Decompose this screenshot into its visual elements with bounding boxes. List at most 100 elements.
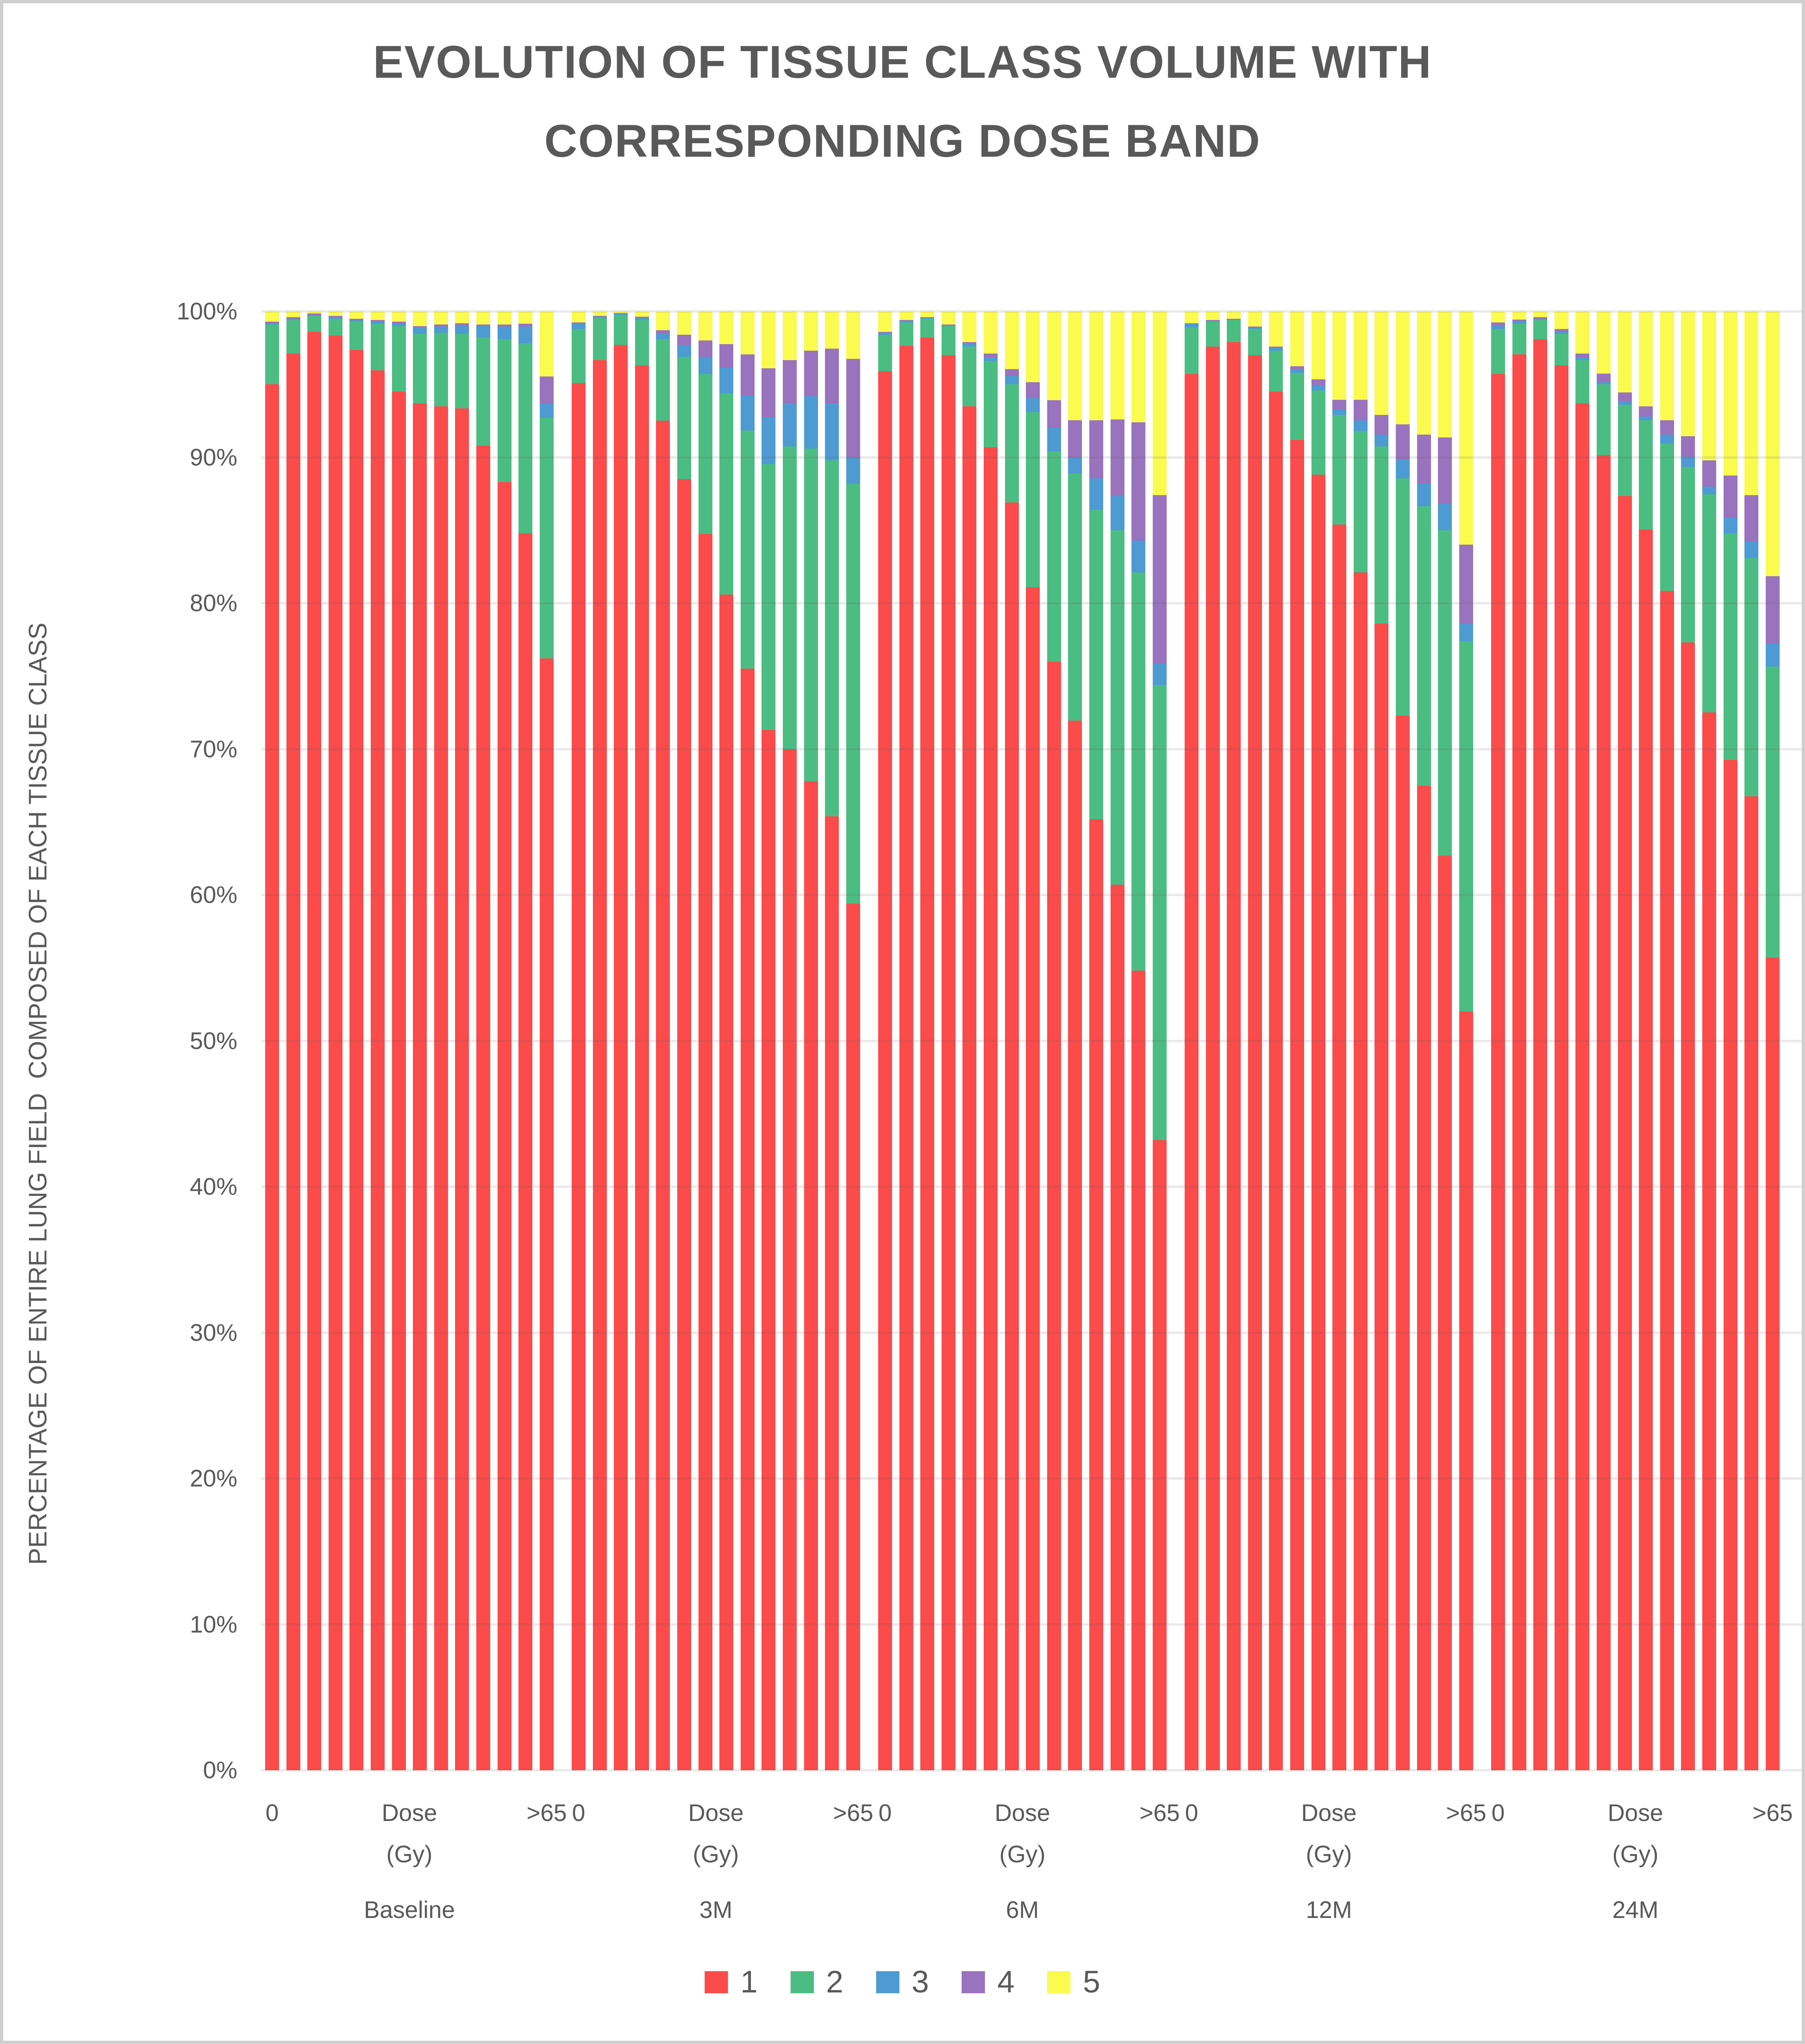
bar-segment-class-1 — [1660, 590, 1674, 1770]
bar-segment-class-5 — [1311, 311, 1325, 379]
stacked-bar — [762, 311, 776, 1770]
group-label-3M: 3M — [699, 1897, 732, 1923]
bar-segment-class-5 — [677, 311, 692, 335]
bar-segment-class-1 — [984, 447, 998, 1770]
bar-segment-class-4 — [1417, 435, 1431, 484]
bar-segment-class-4 — [962, 342, 977, 344]
bar-segment-class-2 — [1575, 360, 1590, 403]
stacked-bar — [614, 311, 628, 1770]
bar-segment-class-3 — [286, 318, 300, 320]
stacked-bar — [1110, 311, 1124, 1770]
bar-segment-class-4 — [984, 354, 998, 358]
bar-segment-class-2 — [328, 318, 343, 336]
bar-segment-class-1 — [1026, 587, 1040, 1770]
legend-item-5: 5 — [1047, 1964, 1100, 2000]
bar-segment-class-3 — [783, 403, 797, 446]
bar-segment-class-5 — [1375, 311, 1389, 415]
bar-segment-class-3 — [1110, 495, 1124, 530]
bars-row — [261, 311, 1802, 1770]
bar-segment-class-5 — [1554, 311, 1568, 329]
bar-segment-class-1 — [476, 445, 491, 1770]
bar-segment-class-2 — [1110, 530, 1124, 885]
y-tick-label: 70% — [189, 736, 237, 762]
bar-segment-class-1 — [1206, 346, 1220, 1770]
stacked-bar — [1152, 311, 1167, 1770]
bar-segment-class-5 — [476, 311, 491, 325]
stacked-bar — [1554, 311, 1568, 1770]
bar-segment-class-4 — [1765, 576, 1780, 644]
bar-segment-class-1 — [1765, 958, 1780, 1770]
y-tick-label: 40% — [189, 1173, 237, 1200]
bar-segment-class-3 — [614, 313, 628, 315]
y-tick-label: 10% — [189, 1611, 237, 1638]
bar-segment-class-1 — [1185, 374, 1199, 1770]
bar-segment-class-3 — [920, 318, 935, 319]
chart-title: EVOLUTION OF TISSUE CLASS VOLUME WITH CO… — [373, 36, 1432, 167]
bar-segment-class-3 — [1533, 318, 1548, 320]
bar-segment-class-4 — [1533, 317, 1548, 319]
bar-segment-class-5 — [539, 311, 554, 376]
bar-segment-class-2 — [518, 343, 533, 533]
gridline — [261, 602, 1802, 604]
stacked-bar — [1438, 311, 1452, 1770]
group-label-6M: 6M — [1006, 1897, 1039, 1923]
bar-segment-class-4 — [1311, 379, 1325, 386]
bar-segment-class-1 — [307, 331, 322, 1770]
bar-segment-class-5 — [1005, 311, 1019, 369]
bar-segment-class-5 — [962, 311, 977, 342]
x-tick-dose-unit: (Gy) — [1612, 1841, 1659, 1868]
bar-segment-class-2 — [804, 448, 818, 781]
bar-segment-class-3 — [1375, 435, 1389, 446]
x-tick-last: >65 — [833, 1800, 874, 1826]
bar-segment-class-2 — [1068, 473, 1082, 721]
y-tick-label: 90% — [189, 444, 237, 471]
bar-segment-class-2 — [1765, 667, 1780, 958]
bar-segment-class-3 — [719, 367, 734, 393]
bar-segment-class-2 — [1533, 320, 1548, 339]
bar-segment-class-3 — [307, 315, 322, 316]
group-label-Baseline: Baseline — [364, 1897, 455, 1923]
bar-segment-class-1 — [1597, 455, 1611, 1770]
x-tick-dose-unit: (Gy) — [693, 1841, 739, 1868]
bar-segment-class-3 — [635, 318, 649, 320]
bar-segment-class-4 — [1131, 422, 1146, 541]
bar-segment-class-3 — [1744, 542, 1759, 558]
bar-segment-class-3 — [1618, 402, 1632, 405]
bar-segment-class-3 — [899, 321, 913, 322]
bar-segment-class-1 — [899, 345, 913, 1770]
bar-segment-class-2 — [1554, 334, 1568, 365]
bar-segment-class-1 — [1533, 339, 1548, 1770]
bar-segment-class-5 — [1417, 311, 1431, 435]
bar-segment-class-3 — [1290, 369, 1305, 373]
bar-segment-class-3 — [413, 327, 427, 334]
stacked-bar — [1026, 311, 1040, 1770]
bar-segment-class-1 — [1417, 785, 1431, 1770]
bar-segment-class-3 — [1206, 321, 1220, 322]
x-tick-first: 0 — [1491, 1800, 1505, 1826]
bar-segment-class-1 — [783, 749, 797, 1770]
bar-segment-class-1 — [1332, 524, 1347, 1770]
stacked-bar — [1660, 311, 1674, 1770]
bar-segment-class-4 — [1005, 369, 1019, 376]
bar-segment-class-5 — [1290, 311, 1305, 366]
bar-segment-class-3 — [1311, 385, 1325, 390]
gridline — [261, 1039, 1802, 1042]
x-tick-last: >65 — [1446, 1800, 1487, 1826]
y-tick-label: 30% — [189, 1319, 237, 1346]
bar-segment-class-3 — [1554, 331, 1568, 334]
bar-segment-class-1 — [265, 384, 279, 1770]
bar-segment-class-1 — [349, 350, 364, 1770]
stacked-bar — [1206, 311, 1220, 1770]
bar-segment-class-5 — [349, 311, 364, 319]
bar-segment-class-2 — [1047, 451, 1061, 662]
legend: 1 2 3 4 5 — [3, 1964, 1802, 2000]
bar-segment-class-1 — [1491, 374, 1505, 1770]
bar-segment-class-5 — [719, 311, 734, 345]
bar-segment-class-2 — [1089, 509, 1104, 819]
stacked-bar — [1375, 311, 1389, 1770]
stacked-bar — [1723, 311, 1737, 1770]
bar-segment-class-4 — [1269, 346, 1283, 348]
bar-segment-class-1 — [328, 335, 343, 1770]
stacked-bar — [1396, 311, 1410, 1770]
bar-segment-class-5 — [1185, 311, 1199, 323]
